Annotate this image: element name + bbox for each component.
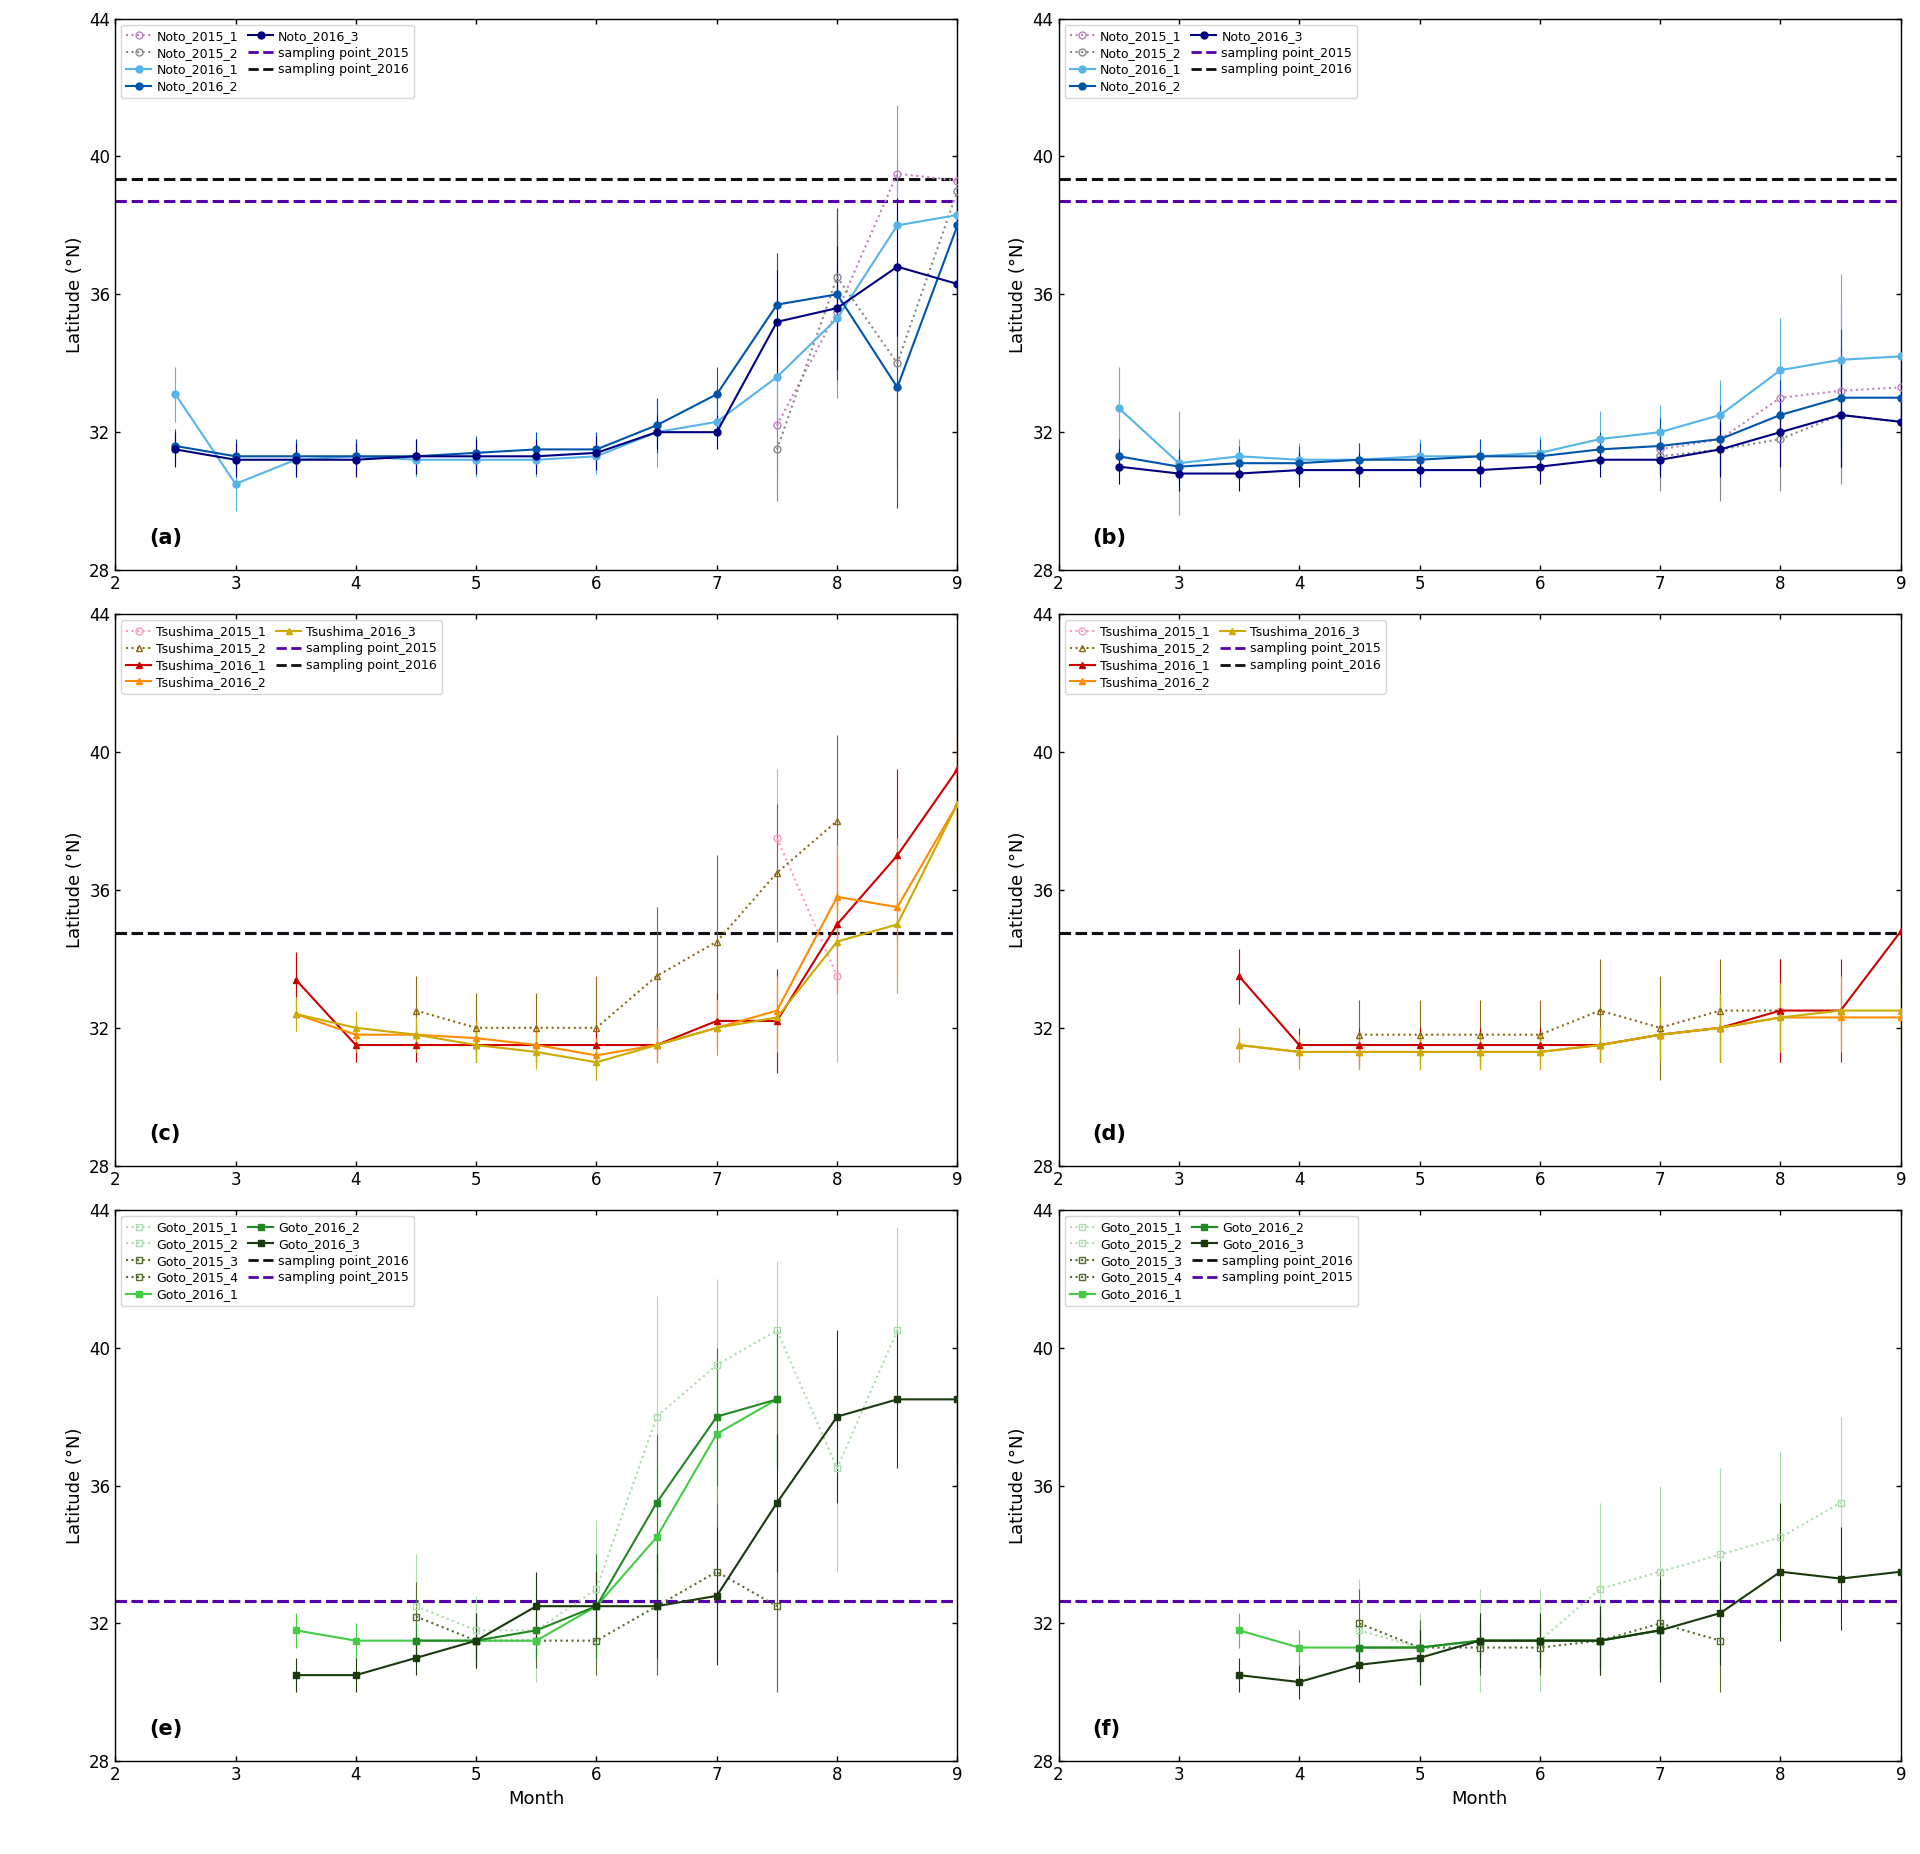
Legend: Tsushima_2015_1, Tsushima_2015_2, Tsushima_2016_1, Tsushima_2016_2, Tsushima_201: Tsushima_2015_1, Tsushima_2015_2, Tsushi… [121,621,442,693]
Text: (e): (e) [150,1719,182,1739]
Text: (b): (b) [1092,528,1127,549]
Legend: Tsushima_2015_1, Tsushima_2015_2, Tsushima_2016_1, Tsushima_2016_2, Tsushima_201: Tsushima_2015_1, Tsushima_2015_2, Tsushi… [1066,621,1386,693]
Text: (a): (a) [150,528,182,549]
Legend: Noto_2015_1, Noto_2015_2, Noto_2016_1, Noto_2016_2, Noto_2016_3, sampling point_: Noto_2015_1, Noto_2015_2, Noto_2016_1, N… [121,24,415,98]
Legend: Goto_2015_1, Goto_2015_2, Goto_2015_3, Goto_2015_4, Goto_2016_1, Goto_2016_2, Go: Goto_2015_1, Goto_2015_2, Goto_2015_3, G… [1066,1216,1357,1305]
X-axis label: Month: Month [1452,1789,1507,1808]
Legend: Goto_2015_1, Goto_2015_2, Goto_2015_3, Goto_2015_4, Goto_2016_1, Goto_2016_2, Go: Goto_2015_1, Goto_2015_2, Goto_2015_3, G… [121,1216,415,1305]
Y-axis label: Latitude (°N): Latitude (°N) [65,1428,84,1544]
Text: (f): (f) [1092,1719,1121,1739]
Legend: Noto_2015_1, Noto_2015_2, Noto_2016_1, Noto_2016_2, Noto_2016_3, sampling point_: Noto_2015_1, Noto_2015_2, Noto_2016_1, N… [1066,24,1357,98]
Y-axis label: Latitude (°N): Latitude (°N) [65,832,84,947]
Y-axis label: Latitude (°N): Latitude (°N) [65,235,84,352]
X-axis label: Month: Month [509,1789,564,1808]
Text: (c): (c) [150,1124,180,1144]
Y-axis label: Latitude (°N): Latitude (°N) [1008,1428,1027,1544]
Y-axis label: Latitude (°N): Latitude (°N) [1008,832,1027,947]
Y-axis label: Latitude (°N): Latitude (°N) [1008,235,1027,352]
Text: (d): (d) [1092,1124,1127,1144]
